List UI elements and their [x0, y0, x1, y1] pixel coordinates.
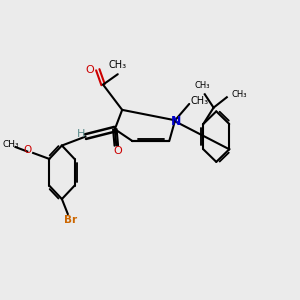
Text: O: O — [113, 146, 122, 156]
Text: H: H — [77, 129, 85, 139]
Text: O: O — [23, 145, 32, 155]
Text: CH₃: CH₃ — [191, 96, 209, 106]
Text: O: O — [85, 65, 94, 75]
Text: CH₃: CH₃ — [194, 81, 210, 90]
Text: CH₃: CH₃ — [109, 60, 127, 70]
Text: CH₃: CH₃ — [3, 140, 20, 148]
Text: N: N — [171, 115, 181, 128]
Text: Br: Br — [64, 215, 77, 225]
Text: CH₃: CH₃ — [231, 90, 247, 99]
